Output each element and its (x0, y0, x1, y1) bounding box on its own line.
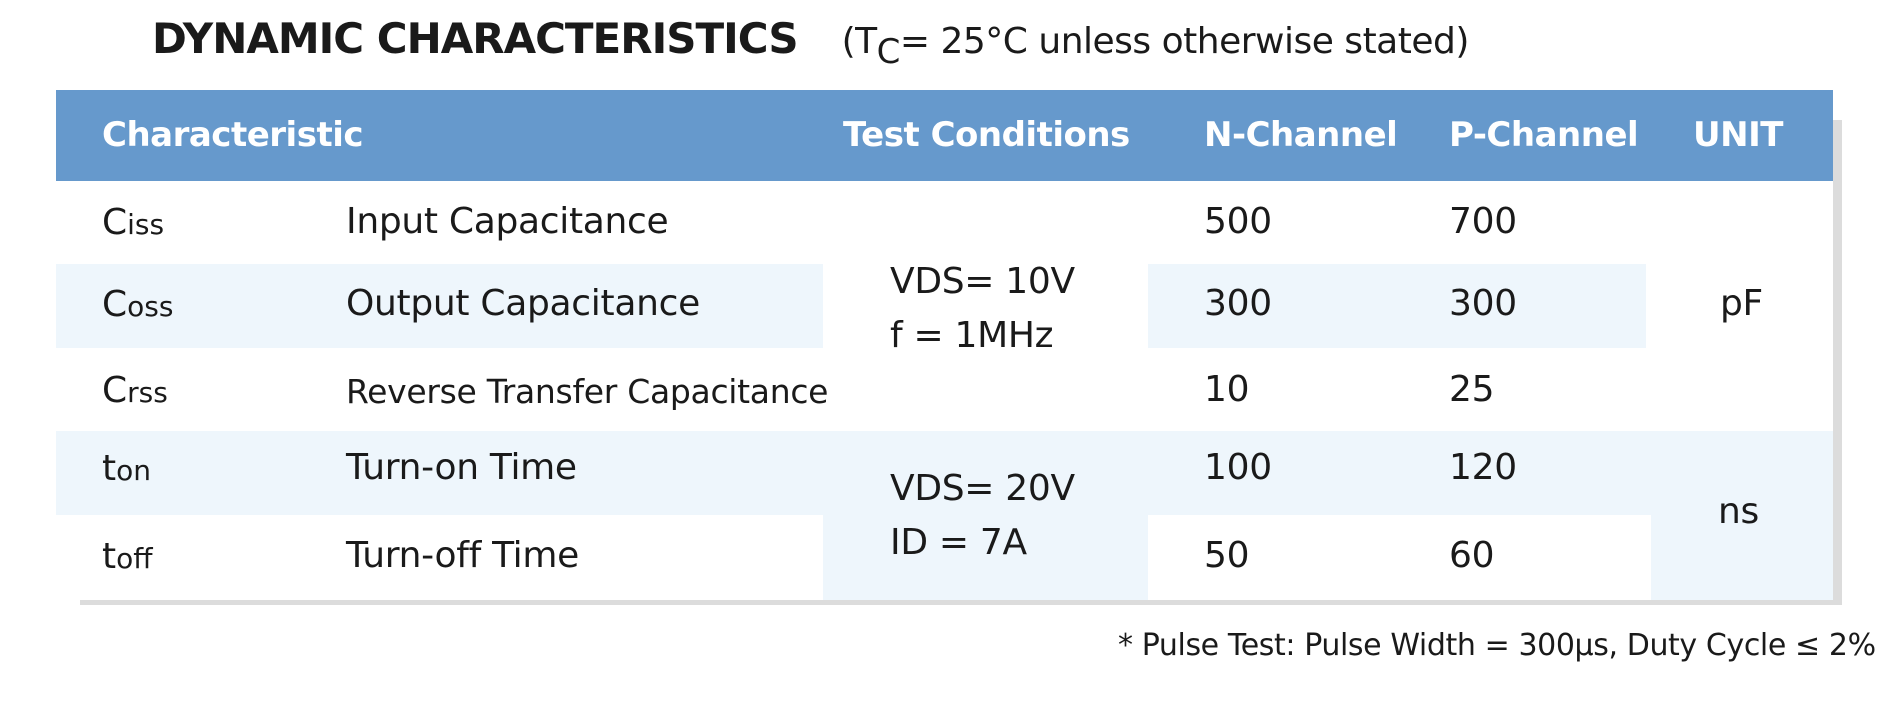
header-n-channel: N-Channel (1204, 115, 1398, 155)
page-subtitle: (TC= 25°C unless otherwise stated) (841, 21, 1470, 69)
row-n-value: 50 (1204, 535, 1250, 576)
header-test-conditions: Test Conditions (843, 115, 1130, 155)
row-n-value: 300 (1204, 283, 1272, 324)
row-p-value: 25 (1449, 369, 1495, 410)
row-p-value: 700 (1449, 201, 1517, 242)
subtitle-subscript: C (876, 32, 901, 72)
row-p-value: 120 (1449, 447, 1517, 488)
band-unit-tail (1651, 515, 1833, 600)
table-row-symbol: Crss (102, 370, 168, 411)
row-p-value: 300 (1449, 283, 1517, 324)
band-row-coss-right (1148, 264, 1646, 348)
band-conditions-tail (823, 515, 1148, 600)
table-row-symbol: Ciss (102, 202, 165, 243)
row-name: Reverse Transfer Capacitance (346, 372, 829, 411)
page-title: DYNAMIC CHARACTERISTICS (152, 14, 799, 63)
header-p-channel: P-Channel (1449, 115, 1639, 155)
row-name: Turn-off Time (346, 535, 580, 576)
row-name: Input Capacitance (346, 201, 669, 242)
test-condition-capacitance: VDS= 10V f = 1MHz (890, 261, 1075, 356)
row-n-value: 100 (1204, 447, 1272, 488)
footnote: * Pulse Test: Pulse Width = 300µs, Duty … (1118, 628, 1876, 663)
table-header: Characteristic Test Conditions N-Channel… (56, 90, 1833, 181)
unit-time: ns (1718, 491, 1759, 532)
title-row: DYNAMIC CHARACTERISTICS (TC= 25°C unless… (152, 14, 1469, 74)
subtitle-suffix: = 25°C unless otherwise stated) (899, 21, 1470, 62)
unit-capacitance: pF (1720, 283, 1763, 324)
band-row-ton (56, 431, 1833, 515)
row-name: Turn-on Time (346, 447, 577, 488)
row-n-value: 10 (1204, 369, 1250, 410)
row-name: Output Capacitance (346, 283, 700, 324)
test-condition-switching: VDS= 20V ID = 7A (890, 468, 1075, 563)
row-p-value: 60 (1449, 535, 1495, 576)
band-row-coss-left (56, 264, 823, 348)
table-row-symbol: ton (102, 448, 152, 489)
subtitle-prefix: (T (841, 21, 878, 62)
row-n-value: 500 (1204, 201, 1272, 242)
table-row-symbol: Coss (102, 284, 174, 325)
table-row-symbol: toff (102, 536, 153, 577)
characteristics-table: Characteristic Test Conditions N-Channel… (56, 90, 1833, 600)
header-characteristic: Characteristic (102, 115, 364, 155)
header-unit: UNIT (1693, 115, 1783, 155)
